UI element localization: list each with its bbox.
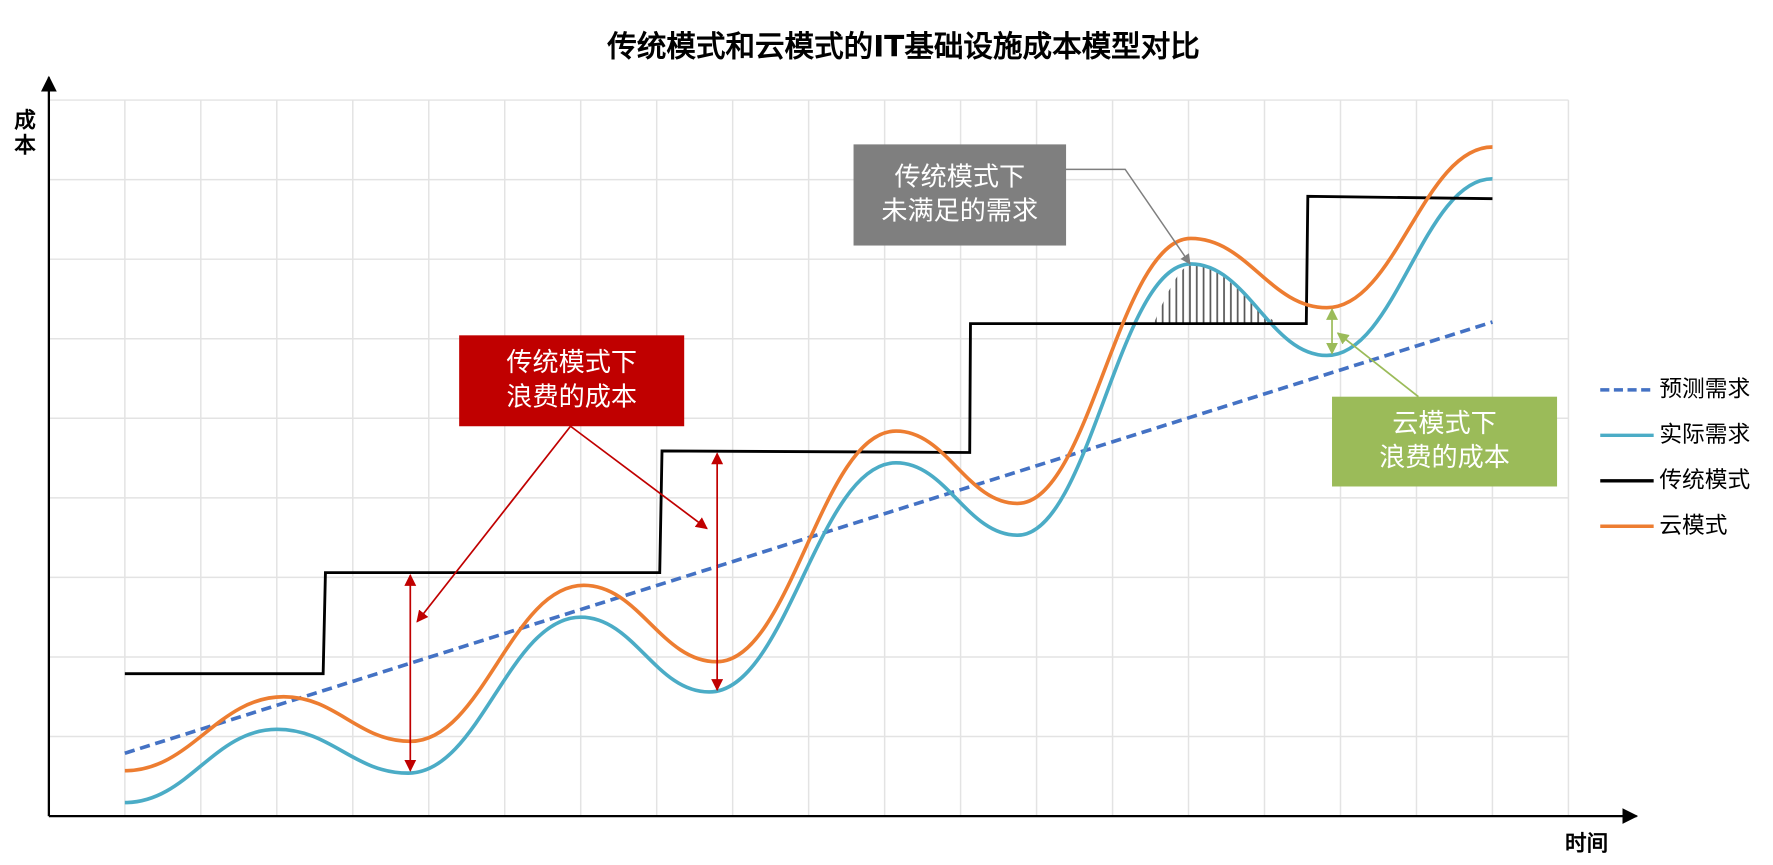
series-line: [124, 145, 1493, 773]
series-line: [124, 177, 1493, 805]
annotation-text: 传统模式下: [506, 348, 637, 378]
series-lines: [124, 145, 1493, 805]
unmet-demand-area: [1153, 263, 1279, 324]
annotation-box: [853, 144, 1067, 246]
y-axis-label: 成本: [14, 109, 36, 159]
annotation-arrow: [416, 425, 572, 623]
annotation-text: 传统模式下: [894, 162, 1025, 192]
annotation-text: 云模式下: [1392, 409, 1496, 439]
chart-title: 传统模式和云模式的IT基础设施成本模型对比: [606, 29, 1200, 63]
annotation-box: [1332, 396, 1558, 487]
annotation-arrow: [1064, 168, 1191, 265]
x-axis-label: 时间: [1565, 831, 1608, 856]
legend-label: 预测需求: [1659, 376, 1750, 402]
legend-label: 实际需求: [1659, 422, 1750, 448]
legend-label: 传统模式: [1659, 467, 1750, 493]
annotation-text: 未满足的需求: [881, 197, 1038, 227]
annotation-arrow: [570, 425, 708, 530]
annotation-text: 浪费的成本: [506, 382, 637, 412]
annotation-box: [459, 335, 685, 427]
annotation-arrow: [1336, 332, 1419, 398]
annotation-text: 浪费的成本: [1379, 443, 1510, 473]
legend-label: 云模式: [1659, 513, 1727, 539]
series-line: [124, 194, 1493, 676]
